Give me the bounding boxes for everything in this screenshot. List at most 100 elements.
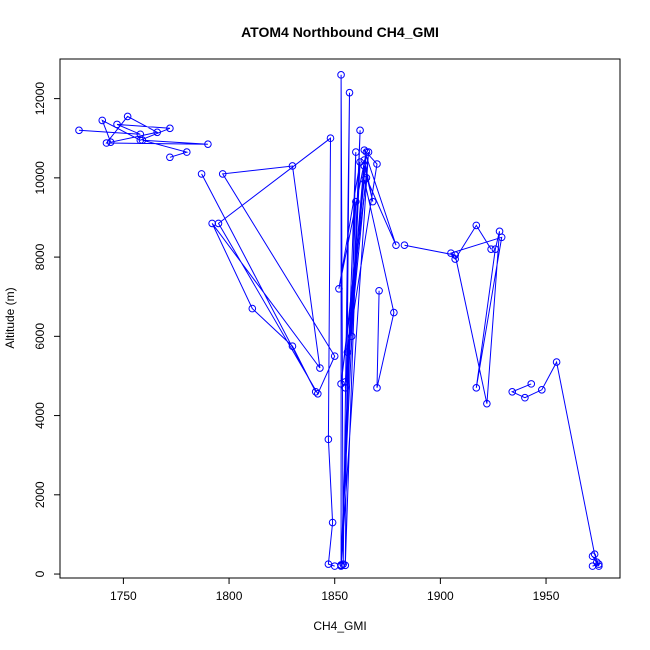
data-point	[106, 138, 115, 146]
y-tick-label: 4000	[33, 402, 47, 429]
data-point	[335, 284, 343, 293]
series-line	[510, 360, 600, 567]
data-point	[248, 304, 257, 313]
x-tick-label: 1750	[110, 589, 137, 603]
chart-title: ATOM4 Northbound CH4_GMI	[241, 24, 439, 40]
data-point	[337, 380, 345, 388]
data-point	[588, 562, 597, 570]
x-tick-label: 1950	[533, 589, 560, 603]
data-point	[337, 71, 345, 79]
x-axis-label: CH4_GMI	[313, 619, 366, 633]
data-point	[451, 255, 459, 263]
data-point	[447, 249, 455, 257]
data-point	[288, 342, 297, 351]
x-axis: 1750 1800 1850 1900 1950	[110, 577, 560, 603]
flight-segment-5	[400, 221, 506, 408]
y-axis: 0 2000 4000 6000 8000 10000 12000	[33, 82, 61, 577]
flight-segment-2	[197, 134, 339, 570]
series-layer	[75, 71, 603, 570]
data-point	[392, 241, 400, 250]
data-point	[360, 162, 369, 170]
data-point	[324, 435, 333, 444]
data-point	[345, 88, 354, 97]
data-point	[352, 148, 360, 156]
y-tick-label: 2000	[33, 481, 47, 508]
data-point	[314, 389, 322, 398]
x-tick-label: 1850	[321, 589, 348, 603]
data-point	[98, 116, 107, 125]
data-point	[347, 332, 356, 341]
data-point	[337, 562, 345, 570]
data-point	[326, 134, 335, 143]
data-point	[451, 251, 459, 259]
data-point	[472, 384, 481, 392]
data-point	[75, 126, 83, 135]
data-point	[538, 386, 546, 394]
y-axis-label: Altitude (m)	[3, 287, 17, 348]
y-tick-label: 10000	[33, 161, 47, 195]
data-point	[328, 518, 337, 527]
data-point	[360, 156, 369, 164]
data-point	[592, 558, 601, 566]
x-tick-label: 1900	[427, 589, 454, 603]
data-point	[182, 148, 191, 156]
x-tick-label: 1800	[216, 589, 243, 603]
series-line	[340, 149, 397, 388]
data-point	[343, 348, 352, 356]
y-tick-label: 8000	[33, 243, 47, 270]
data-point	[472, 221, 481, 230]
flight-segment-6	[508, 358, 603, 570]
data-point	[197, 170, 206, 178]
data-point	[214, 219, 223, 228]
data-point	[166, 124, 174, 133]
data-point	[288, 162, 297, 170]
data-point	[527, 380, 536, 388]
data-point	[373, 384, 381, 392]
data-point	[390, 308, 398, 317]
data-point	[138, 136, 147, 145]
y-tick-label: 12000	[33, 82, 47, 116]
data-point	[368, 197, 377, 206]
series-line	[201, 137, 336, 567]
data-point	[508, 387, 517, 396]
data-point	[375, 286, 383, 295]
y-tick-label: 6000	[33, 323, 47, 350]
data-point	[491, 245, 500, 253]
data-point	[521, 393, 529, 402]
data-point	[590, 550, 599, 559]
data-point	[552, 358, 561, 366]
data-point	[588, 552, 597, 561]
data-point	[166, 153, 174, 162]
data-point	[218, 170, 227, 178]
flight-segment-3	[335, 71, 373, 570]
data-point	[352, 197, 360, 206]
data-point	[356, 126, 364, 135]
series-line	[338, 74, 369, 567]
series-line	[78, 115, 208, 158]
flight-segment-4	[337, 146, 400, 392]
data-point	[311, 387, 320, 396]
data-point	[136, 136, 145, 145]
data-point	[204, 140, 212, 148]
data-point	[330, 562, 339, 570]
data-point	[483, 399, 491, 408]
data-point	[487, 245, 495, 253]
data-point	[400, 241, 409, 250]
data-point	[360, 176, 369, 184]
data-point	[316, 364, 324, 372]
data-point	[102, 139, 111, 147]
data-point	[341, 384, 350, 392]
data-point	[497, 233, 506, 242]
data-point	[330, 352, 339, 360]
data-point	[153, 128, 162, 137]
data-point	[113, 120, 121, 129]
data-point	[341, 561, 350, 570]
data-point	[341, 378, 350, 386]
data-point	[360, 146, 369, 154]
series-line	[404, 224, 503, 404]
flight-segment-1	[75, 112, 212, 162]
data-point	[356, 158, 364, 166]
y-tick-label: 0	[33, 570, 47, 577]
data-point	[123, 112, 132, 121]
